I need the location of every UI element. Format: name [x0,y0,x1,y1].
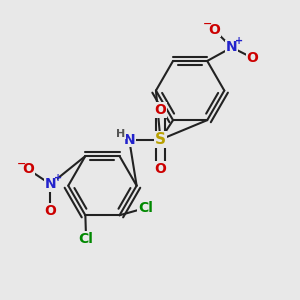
Text: Cl: Cl [79,232,94,246]
Text: O: O [44,204,56,218]
Text: O: O [22,162,34,176]
Text: +: + [235,36,243,46]
Text: N: N [226,40,238,55]
Text: N: N [123,133,135,147]
Text: S: S [155,132,166,147]
Text: O: O [154,162,166,176]
Text: H: H [116,129,125,139]
Text: O: O [247,51,259,65]
Text: N: N [45,177,56,191]
Text: O: O [208,22,220,37]
Text: O: O [154,103,166,117]
Text: −: − [203,19,212,29]
Text: −: − [17,159,26,169]
Text: +: + [54,172,62,183]
Text: Cl: Cl [138,201,153,215]
